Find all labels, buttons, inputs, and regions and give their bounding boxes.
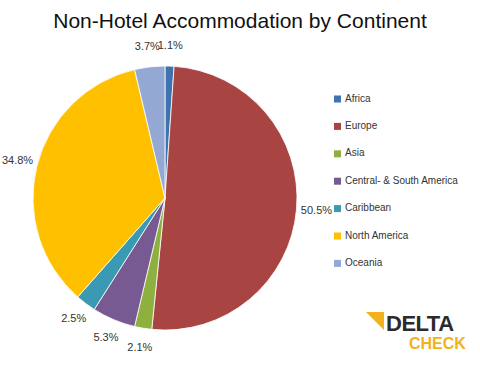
slices	[33, 66, 297, 330]
logo-text: DELTA	[386, 311, 454, 336]
data-label: 5.3%	[93, 331, 118, 343]
legend-label: Asia	[345, 147, 365, 158]
logo-text: CHECK	[409, 335, 466, 352]
legend-label: North America	[345, 230, 409, 241]
data-label: 2.1%	[127, 341, 152, 353]
legend-swatch	[334, 150, 341, 157]
legend-swatch	[334, 205, 341, 212]
data-label: 1.1%	[158, 39, 183, 51]
legend-swatch	[334, 260, 341, 267]
legend-swatch	[334, 123, 341, 130]
legend-label: Africa	[345, 93, 371, 104]
data-label: 34.8%	[2, 154, 33, 166]
chart-canvas: Non-Hotel Accommodation by Continent 1.1%…	[0, 0, 480, 371]
legend: Africa Europe Asia Central- & South America…	[334, 93, 458, 268]
logo-triangle	[366, 312, 384, 330]
data-label: 50.5%	[301, 204, 332, 216]
pie-slice	[152, 66, 297, 330]
legend-label: Oceania	[345, 257, 383, 268]
data-label: 3.7%	[135, 40, 160, 52]
chart-title: Non-Hotel Accommodation by Continent	[53, 9, 427, 32]
legend-swatch	[334, 233, 341, 240]
background	[0, 0, 480, 371]
data-label: 2.5%	[61, 312, 86, 324]
legend-swatch	[334, 96, 341, 103]
legend-label: Europe	[345, 120, 378, 131]
logo: DELTACHECK	[366, 311, 466, 352]
legend-label: Central- & South America	[345, 175, 458, 186]
pie-slice	[135, 66, 165, 198]
legend-label: Caribbean	[345, 202, 391, 213]
legend-swatch	[334, 178, 341, 185]
